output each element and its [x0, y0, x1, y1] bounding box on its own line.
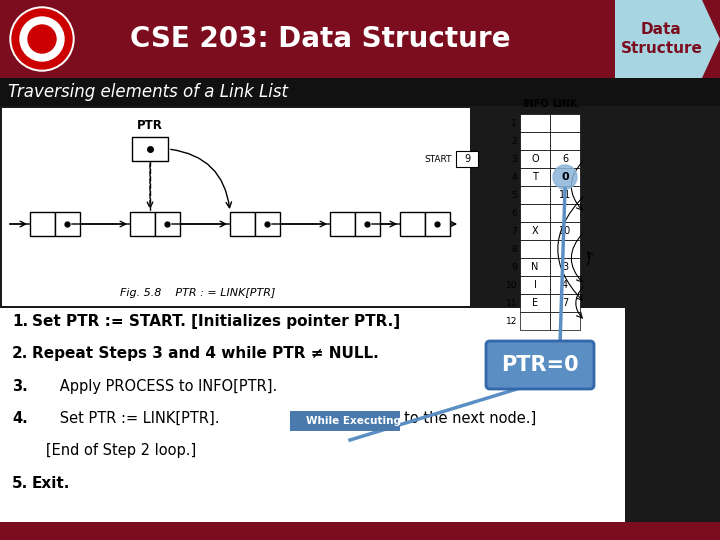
Bar: [130, 212, 155, 236]
Text: 6: 6: [562, 154, 568, 164]
Bar: [520, 258, 550, 276]
Bar: [550, 294, 580, 312]
Bar: [550, 168, 580, 186]
FancyBboxPatch shape: [486, 341, 594, 389]
Text: Exit.: Exit.: [32, 476, 71, 490]
Text: 7: 7: [511, 226, 517, 235]
Text: 10: 10: [505, 280, 517, 289]
Bar: [550, 186, 580, 204]
Text: 9: 9: [464, 154, 470, 164]
Circle shape: [553, 165, 577, 189]
Bar: [400, 212, 425, 236]
Bar: [2, 108, 470, 306]
Text: Set PTR := START. [Initializes pointer PTR.]: Set PTR := START. [Initializes pointer P…: [32, 314, 400, 329]
Text: N: N: [531, 262, 539, 272]
Text: 5: 5: [511, 191, 517, 199]
Text: INFO: INFO: [522, 99, 548, 109]
Text: LINK: LINK: [552, 99, 577, 109]
Bar: [550, 204, 580, 222]
Text: 11: 11: [505, 299, 517, 307]
Bar: [550, 276, 580, 294]
Bar: [330, 212, 355, 236]
Bar: [550, 312, 580, 330]
Bar: [30, 212, 55, 236]
Text: Apply PROCESS to INFO[PTR].: Apply PROCESS to INFO[PTR].: [32, 379, 277, 394]
Bar: [550, 150, 580, 168]
Bar: [520, 276, 550, 294]
Text: 5.: 5.: [12, 476, 28, 490]
Text: 4: 4: [562, 280, 568, 290]
Text: Traversing elements of a Link List: Traversing elements of a Link List: [8, 83, 288, 101]
Bar: [55, 212, 80, 236]
Circle shape: [28, 25, 56, 53]
Text: O: O: [531, 154, 539, 164]
Polygon shape: [615, 0, 720, 78]
Bar: [255, 212, 280, 236]
Text: Set PTR := LINK[PTR].                                    ts to the next node.]: Set PTR := LINK[PTR]. ts to the next nod…: [32, 411, 536, 426]
Text: 3: 3: [511, 154, 517, 164]
Bar: [550, 258, 580, 276]
Text: 1: 1: [511, 118, 517, 127]
Bar: [520, 114, 550, 132]
Bar: [520, 168, 550, 186]
Bar: [0, 0, 720, 78]
Bar: [550, 114, 580, 132]
Text: PTR=0: PTR=0: [501, 355, 579, 375]
Text: 9: 9: [511, 262, 517, 272]
Text: 8: 8: [511, 245, 517, 253]
Text: T: T: [532, 172, 538, 182]
Text: I: I: [534, 280, 536, 290]
Text: 6: 6: [511, 208, 517, 218]
Text: Data
Structure: Data Structure: [621, 22, 703, 56]
Text: 0: 0: [561, 172, 569, 182]
Bar: [132, 137, 168, 161]
Bar: [0, 78, 720, 106]
Bar: [550, 132, 580, 150]
Text: Repeat Steps 3 and 4 while PTR ≠ NULL.: Repeat Steps 3 and 4 while PTR ≠ NULL.: [32, 346, 379, 361]
Bar: [0, 308, 625, 522]
Text: 7: 7: [562, 298, 568, 308]
Polygon shape: [290, 411, 306, 431]
Bar: [230, 212, 255, 236]
Bar: [550, 240, 580, 258]
Text: 12: 12: [505, 316, 517, 326]
Bar: [520, 312, 550, 330]
Bar: [520, 186, 550, 204]
Bar: [355, 212, 380, 236]
Text: X: X: [531, 226, 539, 236]
Text: START: START: [425, 154, 452, 164]
Bar: [0, 522, 720, 540]
Text: 2: 2: [511, 137, 517, 145]
Text: CSE 203: Data Structure: CSE 203: Data Structure: [130, 25, 510, 53]
Bar: [456, 151, 478, 167]
Text: 4.: 4.: [12, 411, 28, 426]
Text: PTR: PTR: [137, 119, 163, 132]
Text: [End of Step 2 loop.]: [End of Step 2 loop.]: [32, 443, 197, 458]
Circle shape: [10, 7, 74, 71]
Text: While Executing: While Executing: [305, 416, 400, 426]
Bar: [520, 222, 550, 240]
Text: 0: 0: [562, 172, 568, 182]
Text: 2.: 2.: [12, 346, 28, 361]
Text: 3.: 3.: [12, 379, 28, 394]
Circle shape: [20, 17, 64, 61]
Bar: [520, 204, 550, 222]
Text: E: E: [532, 298, 538, 308]
Bar: [425, 212, 450, 236]
Bar: [290, 411, 400, 431]
Text: 10: 10: [559, 226, 571, 236]
Text: Fig. 5.8    PTR : = LINK[PTR]: Fig. 5.8 PTR : = LINK[PTR]: [120, 288, 275, 298]
Text: 4: 4: [511, 172, 517, 181]
Bar: [520, 240, 550, 258]
Bar: [155, 212, 180, 236]
Bar: [0, 106, 720, 522]
Text: 11: 11: [559, 190, 571, 200]
Bar: [550, 222, 580, 240]
Text: 3: 3: [562, 262, 568, 272]
Bar: [520, 132, 550, 150]
Bar: [520, 150, 550, 168]
Text: 1.: 1.: [12, 314, 28, 329]
Bar: [520, 294, 550, 312]
Circle shape: [12, 9, 72, 69]
